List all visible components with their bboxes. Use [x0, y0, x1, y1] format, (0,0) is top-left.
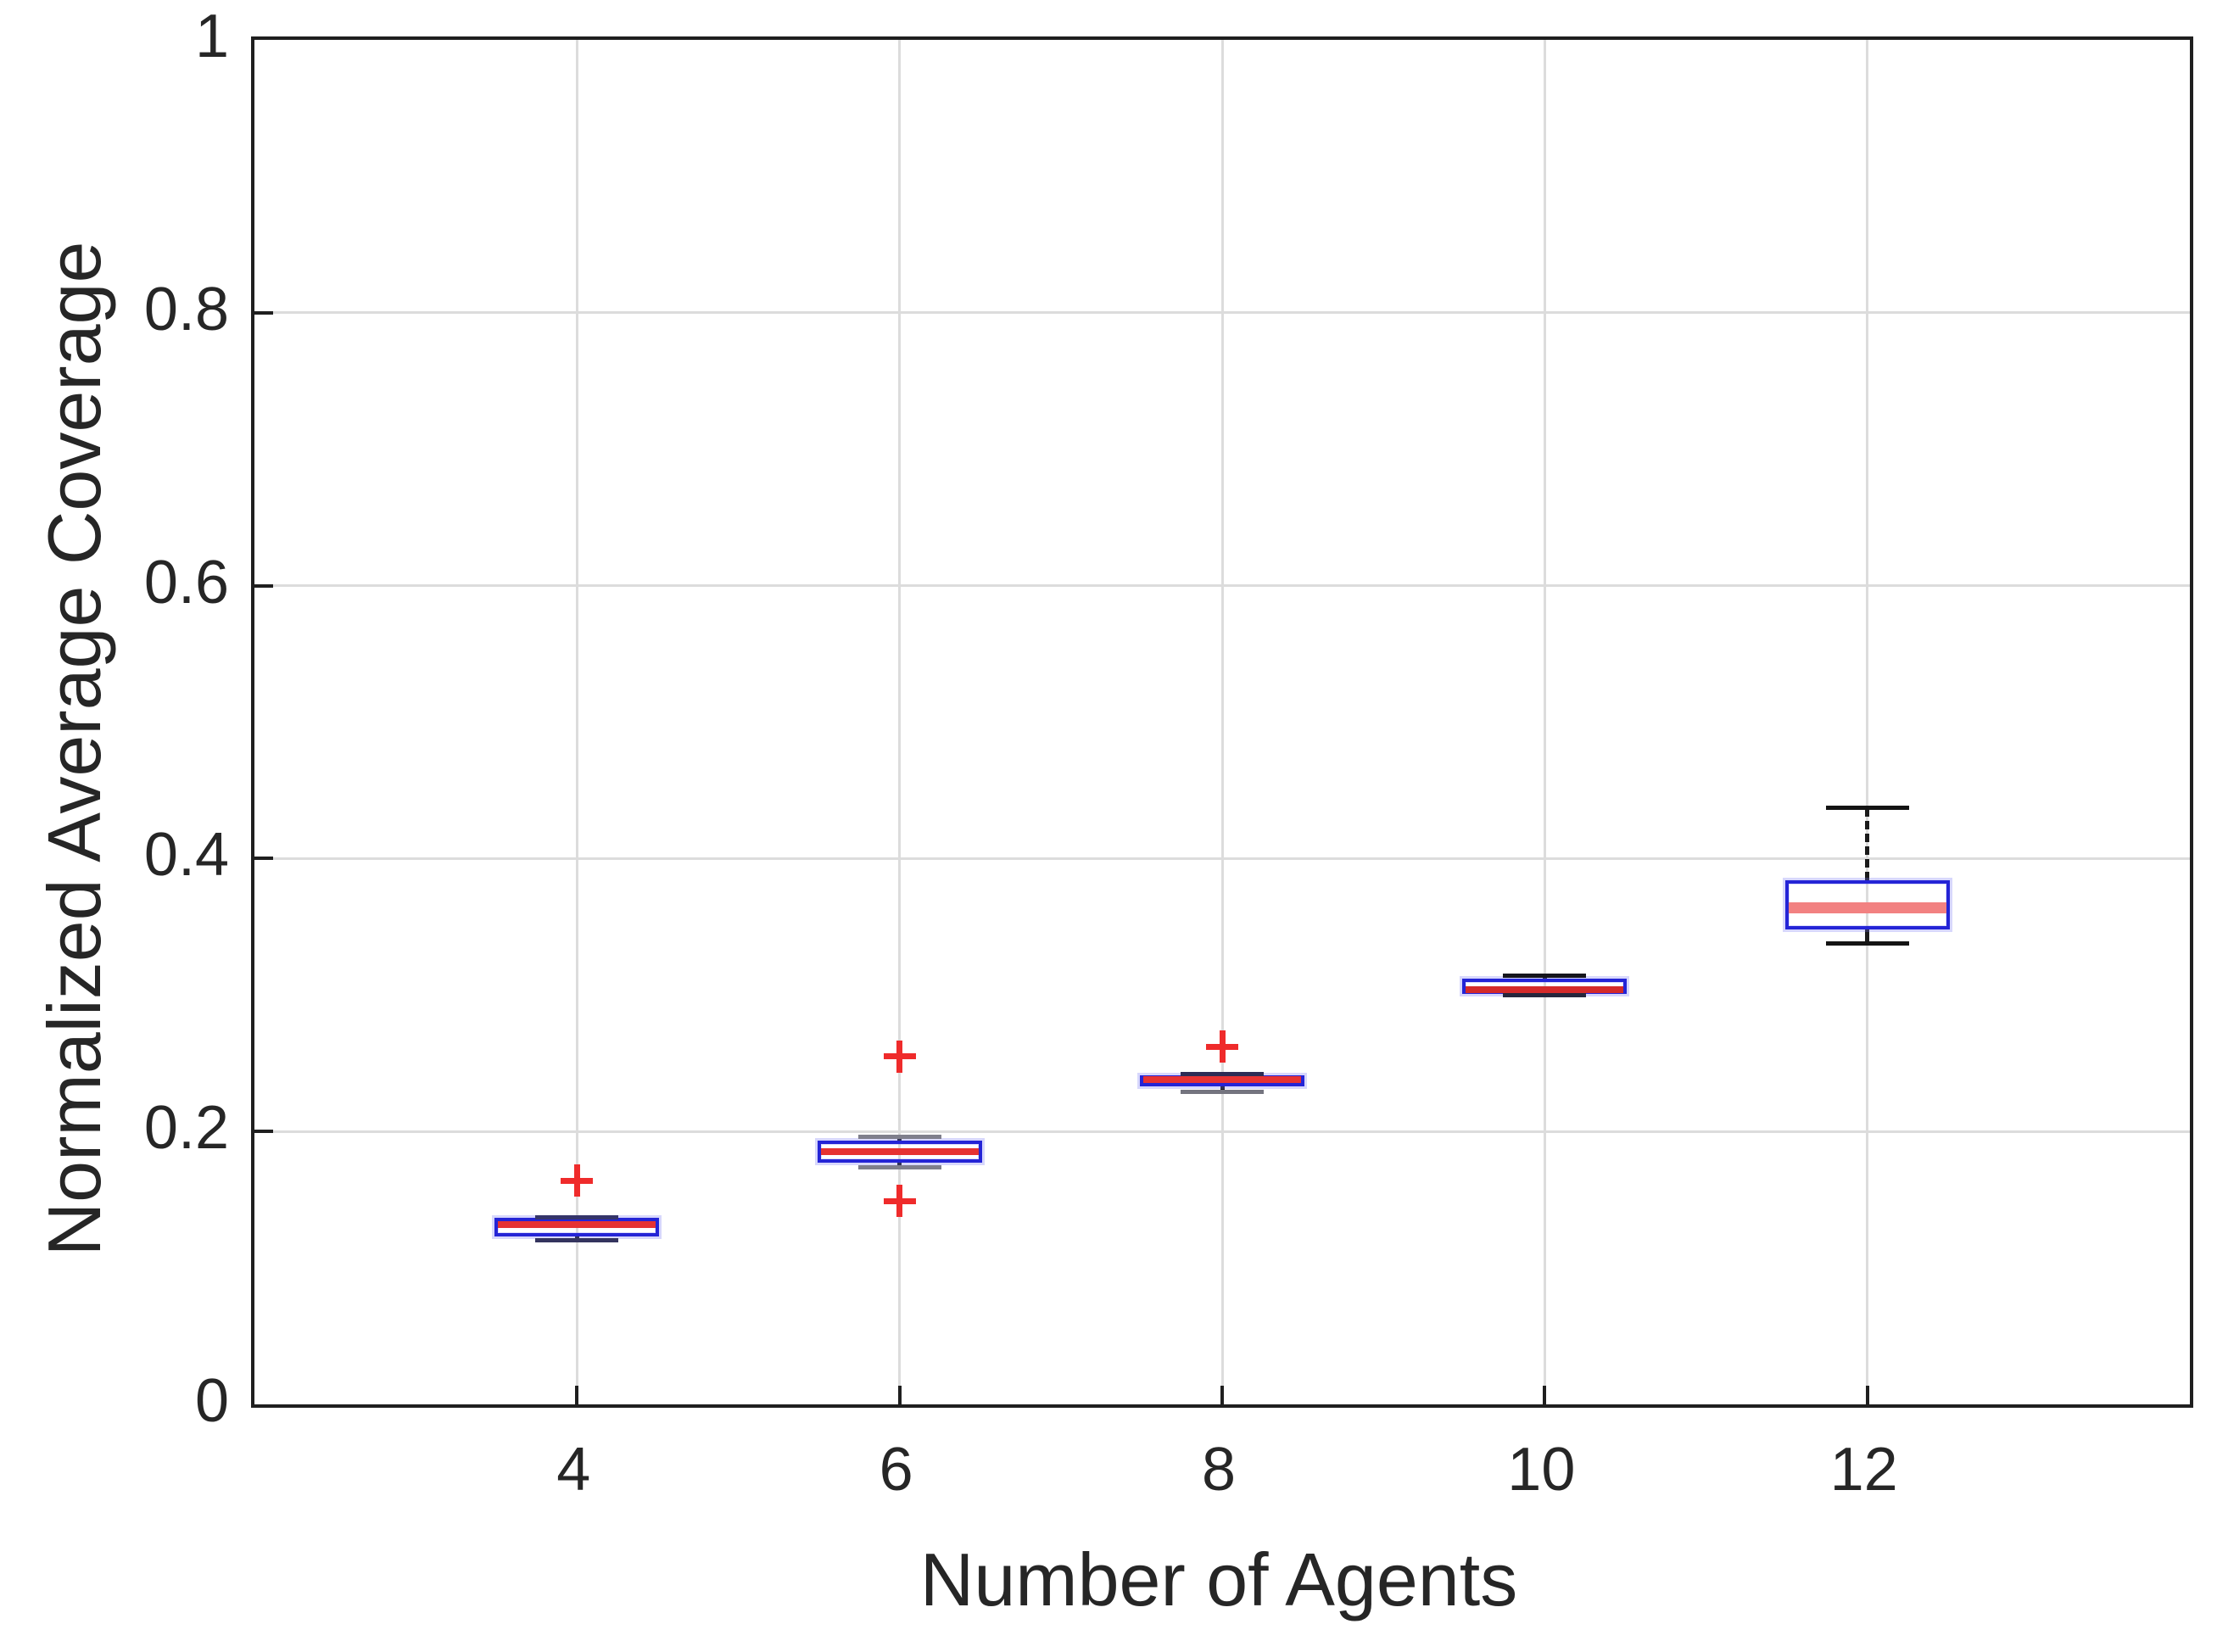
outlier-cross-vertical: [896, 1185, 903, 1218]
x-axis-tick: [1543, 1386, 1547, 1404]
lower-whisker-line: [1220, 1086, 1225, 1092]
y-tick-label: 0.8: [143, 275, 229, 343]
lower-whisker-line: [1865, 929, 1870, 944]
outlier-cross-vertical: [1219, 1030, 1226, 1063]
y-tick-label: 1: [194, 3, 229, 70]
x-axis-tick: [897, 1386, 902, 1404]
upper-whisker-cap: [1181, 1072, 1264, 1077]
upper-whisker-cap: [1825, 806, 1909, 811]
v-gridline: [1866, 40, 1869, 1404]
upper-whisker-cap: [1503, 974, 1587, 979]
v-gridline: [1220, 40, 1224, 1404]
y-axis-tick: [254, 583, 273, 588]
y-axis-tick: [254, 857, 273, 861]
upper-whisker-cap: [535, 1215, 619, 1220]
outlier-marker: [883, 1185, 916, 1218]
outlier-cross-vertical: [573, 1164, 580, 1197]
x-axis-title: Number of Agents: [919, 1538, 1518, 1621]
median-line: [498, 1220, 656, 1228]
x-tick-label: 12: [1829, 1436, 1898, 1504]
v-gridline: [1543, 40, 1546, 1404]
y-tick-label: 0.2: [143, 1094, 229, 1163]
y-axis-tick: [254, 310, 273, 315]
lower-whisker-cap: [535, 1238, 619, 1243]
x-tick-label: 4: [556, 1436, 591, 1504]
v-gridline: [575, 40, 578, 1404]
plot-area: [251, 36, 2193, 1408]
outlier-marker: [561, 1164, 594, 1197]
outlier-marker: [1206, 1030, 1238, 1063]
box-iqr-rect: [817, 1141, 982, 1164]
x-tick-label: 8: [1201, 1436, 1237, 1504]
lower-whisker-cap: [857, 1164, 941, 1169]
lower-whisker-cap: [1503, 992, 1587, 997]
x-tick-label: 6: [879, 1436, 913, 1504]
upper-whisker-line: [1865, 807, 1870, 881]
median-line: [820, 1148, 979, 1156]
median-line: [1143, 1076, 1301, 1084]
outlier-cross-vertical: [896, 1040, 903, 1073]
y-tick-label: 0.4: [143, 821, 229, 890]
x-axis-tick: [1220, 1386, 1224, 1404]
box-iqr-rect: [1784, 880, 1950, 930]
lower-whisker-cap: [1825, 940, 1909, 946]
y-tick-label: 0: [194, 1367, 229, 1435]
v-gridline: [898, 40, 902, 1404]
y-tick-label: 0.6: [143, 548, 229, 617]
y-axis-tick: [254, 1130, 273, 1134]
x-tick-label: 10: [1507, 1436, 1576, 1504]
median-line: [1788, 901, 1946, 913]
outlier-marker: [883, 1040, 916, 1073]
upper-whisker-cap: [857, 1135, 941, 1140]
median-line: [1466, 985, 1624, 993]
x-axis-tick: [575, 1386, 579, 1404]
lower-whisker-cap: [1181, 1090, 1264, 1095]
x-axis-tick: [1865, 1386, 1869, 1404]
